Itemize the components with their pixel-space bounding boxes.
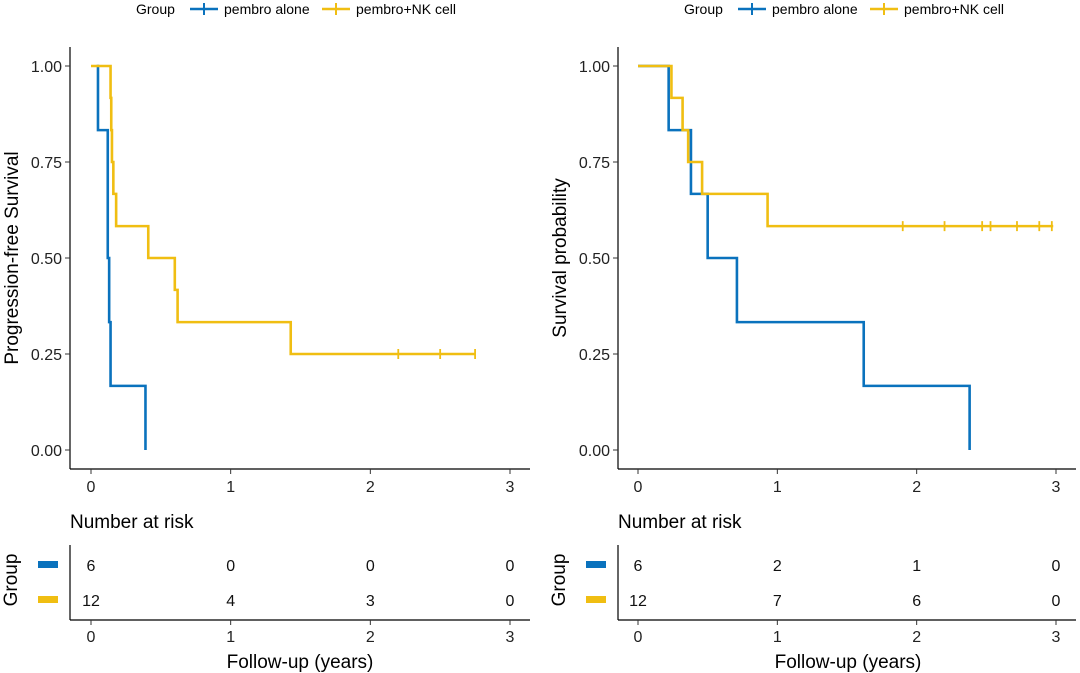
- risk-row-color-key: [586, 596, 606, 603]
- right-plot-area: 0.00 0.25 0.50 0.75 1.00 0 1 2 3: [579, 47, 1076, 496]
- right-legend: Group pembro alone pembro+NK cell: [684, 1, 1004, 17]
- risk-count: 6: [634, 558, 643, 575]
- km-curve-pembro-nk: [91, 64, 476, 356]
- y-tick-label: 1.00: [579, 59, 610, 76]
- right-risk-row-axis-title: Group: [549, 554, 570, 607]
- left-risk-table: Number at risk Group 6 0 0 012 4 3 00 1 2 3 Follo…: [1, 512, 530, 673]
- left-risk-row-axis-title: Group: [1, 554, 22, 607]
- y-tick-label: 1.00: [31, 59, 62, 76]
- left-y-axis-title: Progression-free Survival: [2, 151, 23, 364]
- right-legend-label-pembro-alone: pembro alone: [772, 1, 858, 17]
- right-legend-title: Group: [684, 1, 723, 17]
- x-tick-label: 1: [773, 479, 782, 496]
- x-tick-label: 1: [226, 479, 235, 496]
- risk-count: 4: [226, 593, 235, 610]
- risk-x-tick-label: 2: [366, 629, 375, 646]
- risk-count: 7: [773, 593, 782, 610]
- km-curve-pembro-alone: [638, 64, 971, 450]
- risk-x-tick-label: 1: [773, 629, 782, 646]
- left-risk-x-axis-title: Follow-up (years): [227, 652, 374, 673]
- y-tick-label: 0.50: [579, 251, 610, 268]
- left-plot-area: 0.00 0.25 0.50 0.75 1.00 0 1 2 3: [31, 47, 530, 496]
- x-tick-label: 2: [912, 479, 921, 496]
- risk-x-tick-label: 0: [634, 629, 643, 646]
- risk-count: 6: [912, 593, 921, 610]
- risk-x-tick-label: 1: [226, 629, 235, 646]
- left-risk-grid: 6 0 0 012 4 3 00 1 2 3: [38, 545, 530, 646]
- y-tick-label: 0.50: [31, 251, 62, 268]
- x-tick-label: 2: [366, 479, 375, 496]
- risk-count: 1: [912, 558, 921, 575]
- risk-count: 2: [773, 558, 782, 575]
- left-legend: Group pembro alone pembro+NK cell: [136, 1, 456, 17]
- x-tick-label: 0: [634, 479, 643, 496]
- x-tick-label: 0: [87, 479, 96, 496]
- risk-count: 0: [366, 558, 375, 575]
- risk-x-tick-label: 2: [912, 629, 921, 646]
- risk-count: 0: [506, 593, 515, 610]
- risk-count: 0: [506, 558, 515, 575]
- right-panel: Group pembro alone pembro+NK cell Surviv…: [549, 1, 1076, 673]
- left-legend-label-pembro-nk: pembro+NK cell: [356, 1, 456, 17]
- right-risk-table-title: Number at risk: [618, 512, 742, 533]
- risk-row-color-key: [38, 596, 58, 603]
- left-legend-label-pembro-alone: pembro alone: [224, 1, 310, 17]
- risk-count: 0: [1052, 593, 1061, 610]
- y-tick-label: 0.00: [579, 443, 610, 460]
- x-tick-label: 3: [1052, 479, 1061, 496]
- risk-count: 0: [1052, 558, 1061, 575]
- risk-x-tick-label: 3: [506, 629, 515, 646]
- y-tick-label: 0.25: [31, 347, 62, 364]
- left-risk-table-title: Number at risk: [70, 512, 194, 533]
- left-panel: Group pembro alone pembro+NK cell Progre…: [1, 1, 530, 673]
- y-tick-label: 0.75: [31, 155, 62, 172]
- right-legend-label-pembro-nk: pembro+NK cell: [904, 1, 1004, 17]
- right-risk-grid: 6 2 1 012 7 6 00 1 2 3: [586, 545, 1076, 646]
- risk-row-color-key: [586, 561, 606, 568]
- km-curve-pembro-alone: [96, 64, 147, 450]
- y-tick-label: 0.00: [31, 443, 62, 460]
- right-y-axis-title: Survival probability: [550, 178, 571, 338]
- risk-count: 12: [82, 593, 100, 610]
- risk-x-tick-label: 0: [87, 629, 96, 646]
- km-curve-pembro-nk: [638, 64, 1054, 228]
- x-tick-label: 3: [506, 479, 515, 496]
- risk-count: 6: [87, 558, 96, 575]
- risk-x-tick-label: 3: [1052, 629, 1061, 646]
- y-tick-label: 0.25: [579, 347, 610, 364]
- right-risk-x-axis-title: Follow-up (years): [775, 652, 922, 673]
- risk-count: 12: [629, 593, 647, 610]
- risk-count: 0: [226, 558, 235, 575]
- right-risk-table: Number at risk Group 6 2 1 012 7 6 00 1 2 3 Follo…: [549, 512, 1076, 673]
- left-legend-title: Group: [136, 1, 175, 17]
- risk-count: 3: [366, 593, 375, 610]
- risk-row-color-key: [38, 561, 58, 568]
- y-tick-label: 0.75: [579, 155, 610, 172]
